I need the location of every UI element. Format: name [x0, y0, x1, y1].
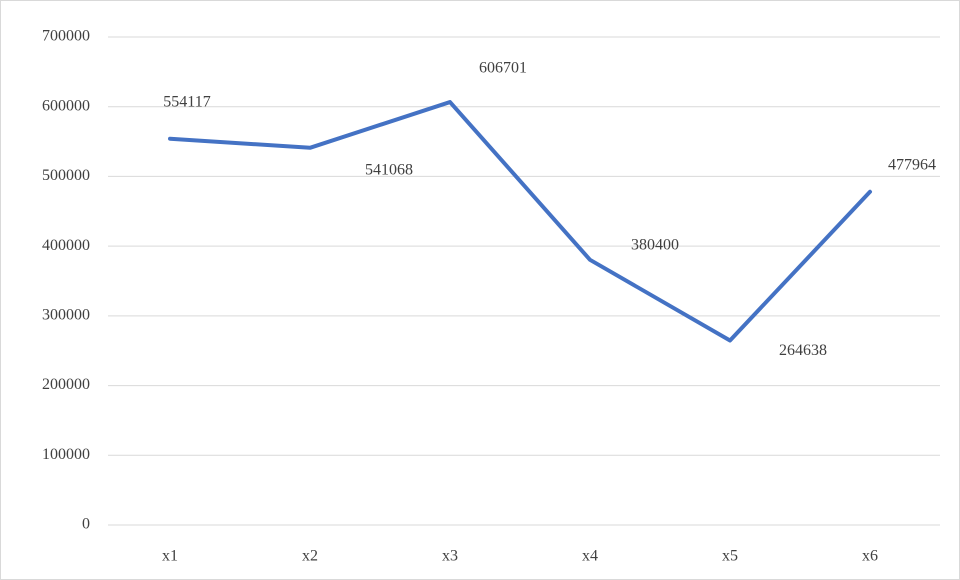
data-label: 541068: [365, 161, 413, 178]
y-tick-label: 300000: [42, 307, 90, 324]
y-tick-label: 700000: [42, 28, 90, 45]
x-tick-label: x3: [442, 548, 458, 565]
y-tick-label: 500000: [42, 167, 90, 184]
x-tick-label: x5: [722, 548, 738, 565]
x-tick-label: x2: [302, 548, 318, 565]
y-tick-label: 0: [82, 516, 90, 533]
y-tick-label: 600000: [42, 97, 90, 114]
line: [168, 100, 872, 343]
y-tick-label: 400000: [42, 237, 90, 254]
data-label: 554117: [163, 93, 210, 110]
y-tick-label: 200000: [42, 376, 90, 393]
data-label: 380400: [631, 236, 679, 253]
x-tick-label: x4: [582, 548, 598, 565]
y-tick-label: 100000: [42, 446, 90, 463]
x-tick-label: x6: [862, 548, 878, 565]
x-tick-label: x1: [162, 548, 178, 565]
data-label: 477964: [888, 156, 936, 173]
data-label: 606701: [479, 60, 527, 77]
data-label: 264638: [779, 342, 827, 359]
